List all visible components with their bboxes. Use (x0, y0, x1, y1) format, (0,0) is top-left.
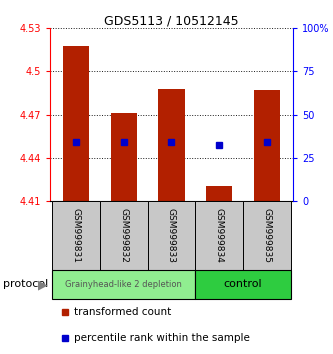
Bar (206, 186, 232, 201)
Title: GDS5113 / 10512145: GDS5113 / 10512145 (104, 14, 239, 27)
Text: GSM999833: GSM999833 (167, 208, 176, 263)
Bar (195, 270, 291, 299)
Text: protocol: protocol (3, 279, 49, 290)
Text: GSM999832: GSM999832 (119, 208, 128, 263)
Text: control: control (224, 279, 262, 290)
Bar (254, 90, 280, 201)
Text: GSM999834: GSM999834 (215, 208, 224, 263)
Bar (159, 88, 184, 201)
Bar (100, 201, 148, 270)
Bar (195, 201, 243, 270)
Bar (148, 201, 195, 270)
Text: transformed count: transformed count (74, 307, 171, 317)
Bar (243, 201, 291, 270)
Text: GSM999835: GSM999835 (262, 208, 271, 263)
Text: GSM999831: GSM999831 (72, 208, 81, 263)
Text: percentile rank within the sample: percentile rank within the sample (74, 333, 250, 343)
Text: Grainyhead-like 2 depletion: Grainyhead-like 2 depletion (65, 280, 182, 289)
Bar (52, 201, 100, 270)
Text: ▶: ▶ (38, 278, 48, 291)
Bar (63, 46, 89, 201)
Bar (52, 270, 195, 299)
Bar (111, 113, 137, 201)
